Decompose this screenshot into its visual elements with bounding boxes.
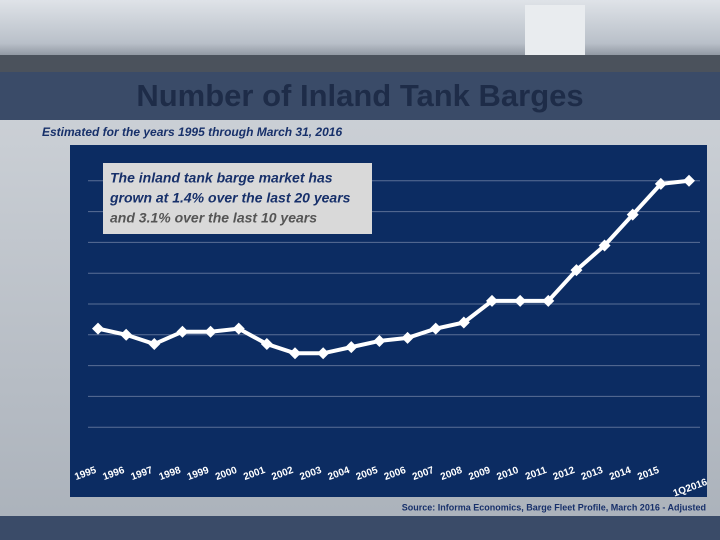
point-marker [570, 264, 583, 277]
point-marker [542, 294, 555, 307]
point-marker [148, 338, 161, 351]
point-marker [401, 331, 414, 344]
source: Source: Informa Economics, Barge Fleet P… [402, 502, 706, 512]
point-marker [92, 322, 104, 335]
point-marker [626, 208, 639, 221]
annotation-box [103, 163, 372, 234]
point-marker [232, 322, 245, 335]
point-marker [345, 341, 358, 354]
footer-band [0, 516, 720, 540]
point-marker [654, 177, 667, 190]
point-marker [289, 347, 301, 360]
annotation-line: The inland tank barge market has [110, 170, 333, 186]
point-marker [120, 328, 133, 341]
banner-shore [0, 55, 720, 72]
point-marker [457, 316, 470, 329]
annotation-line: grown at 1.4% over the last 20 years [109, 190, 351, 206]
point-marker [317, 347, 330, 360]
point-marker [598, 239, 611, 252]
chart-title: Number of Inland Tank Barges [136, 78, 583, 113]
plot: 1995 1996 1997 1998 1999 2000 2001 2002 2003 2004… [73, 174, 709, 499]
point-marker [204, 325, 217, 338]
annotation-line: and 3.1% over the last 10 years [110, 210, 317, 226]
point-marker [429, 322, 442, 335]
point-marker [260, 338, 273, 351]
point-marker [373, 334, 386, 347]
title-band [0, 72, 720, 120]
subtitle: Estimated for the years 1995 through Mar… [42, 125, 342, 139]
point-marker [514, 294, 527, 307]
point-marker [486, 294, 498, 307]
line [97, 178, 690, 356]
point-marker [683, 174, 695, 187]
banner-boat [525, 5, 585, 55]
point-marker [176, 325, 189, 338]
